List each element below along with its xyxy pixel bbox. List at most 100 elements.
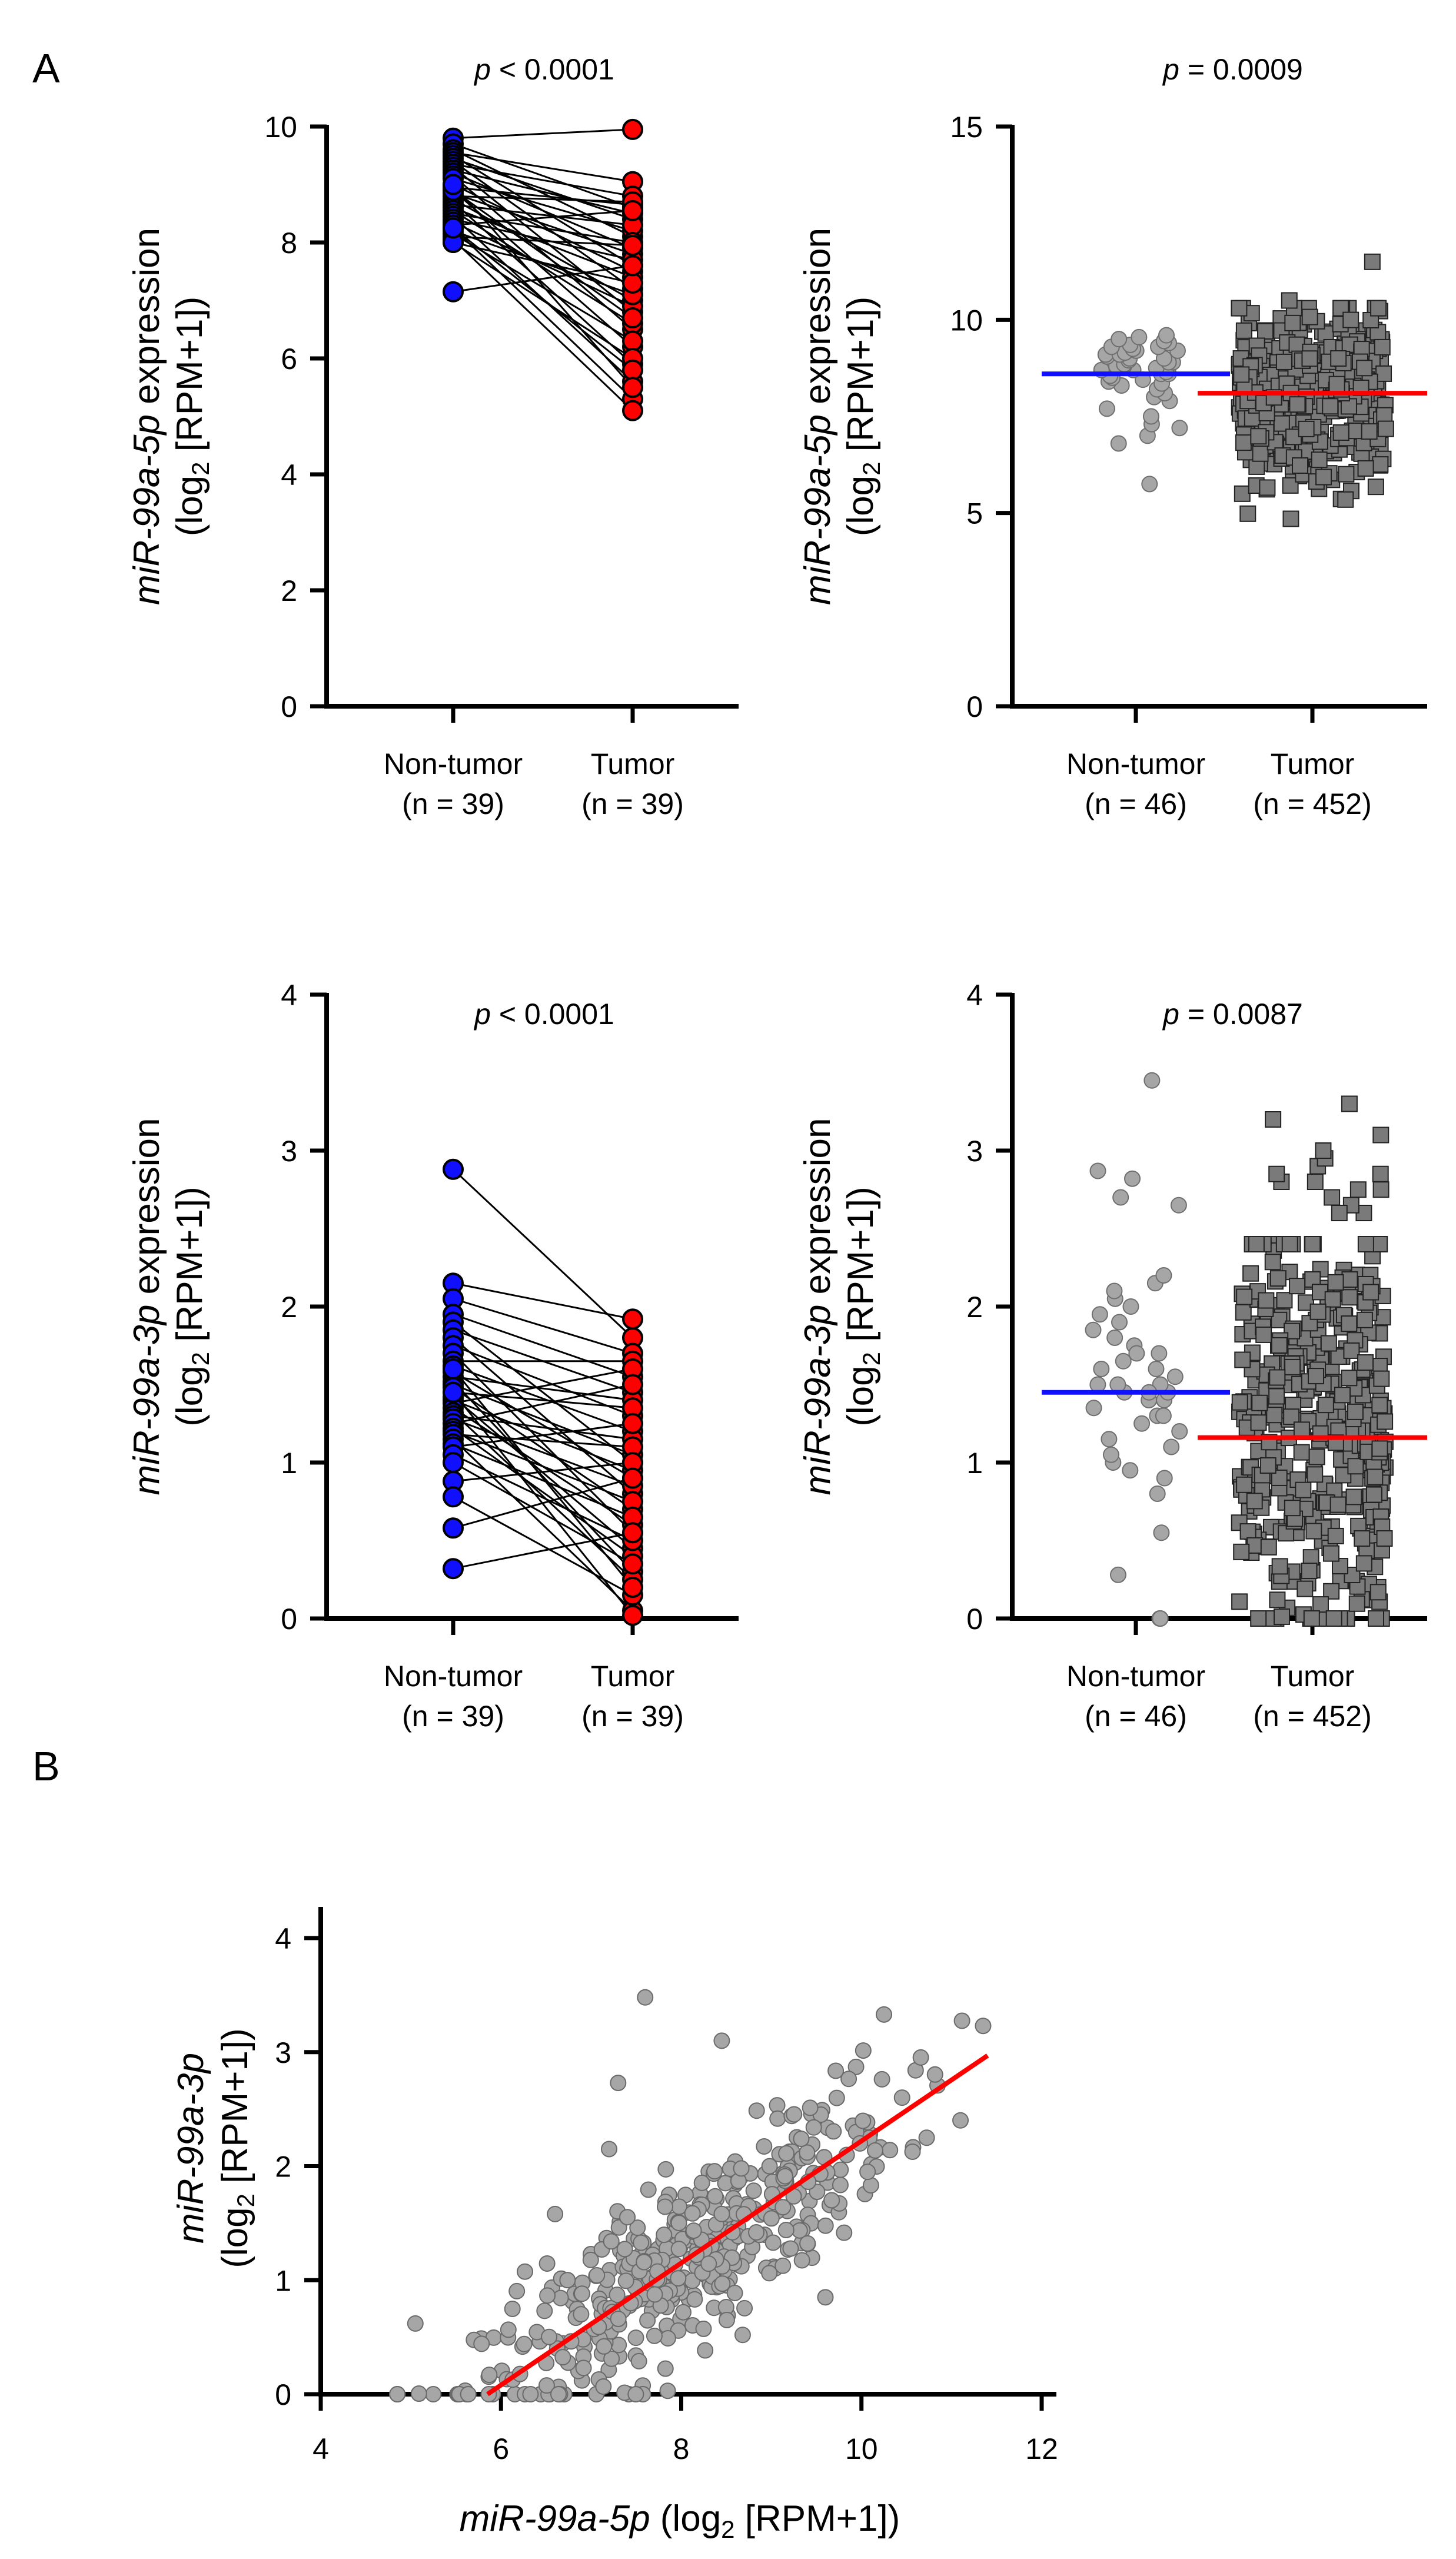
b-point [541,2328,558,2345]
a2-tumor-point [1250,428,1267,445]
a4-nontumor-point [1106,1330,1123,1346]
b-point [776,2168,793,2185]
b-point [823,2192,840,2209]
a4-tumor-point [1236,1288,1253,1305]
a4-tumor-point [1372,1165,1389,1182]
a4-tumor-point [1349,1181,1367,1198]
b-point [410,2385,427,2402]
a1-ytick-label: 2 [281,574,297,607]
b-point [674,2304,692,2321]
a4-tumor-point [1309,1303,1327,1320]
a4-tumor-point [1334,1387,1351,1404]
a1-tumor-point [622,255,643,277]
a3-nontumor-point [443,1452,464,1473]
b-point [817,2217,834,2234]
a4-nontumor-point [1124,1170,1141,1187]
b-point [659,2330,676,2347]
a3-pair-line [453,1384,633,1425]
a3-pair-line [453,1321,633,1464]
a1-ytick-label: 8 [281,227,297,260]
a4-nontumor-point [1171,1423,1188,1440]
a2-category-n: (n = 46) [1085,787,1187,820]
a4-tumor-point [1369,1584,1387,1601]
a3-category-label: Tumor [591,1660,675,1693]
a4-tumor-point [1365,1486,1382,1503]
a4-tumor-point [1293,1444,1310,1461]
a4-tumor-point [1269,1591,1286,1608]
a2-nontumor-point [1111,331,1128,348]
a4-nontumor-point [1133,1415,1151,1432]
b-point [657,2161,674,2178]
a2-ytick-label: 15 [950,111,983,144]
b-point [670,2215,687,2232]
a4-tumor-point [1312,1596,1329,1613]
a3-pair-line [453,1344,633,1417]
a2-title: p = 0.0009 [1162,53,1303,86]
b-point [659,2382,676,2400]
a4-category-label: Tumor [1271,1660,1355,1693]
a4-tumor-point [1307,1466,1324,1483]
a2-nontumor-point [1141,476,1158,493]
b-point [706,2163,723,2180]
b-point [627,2386,644,2402]
a1-category-label: Non-tumor [384,747,523,780]
a2-tumor-point [1337,491,1354,508]
chart-a4-strip-3p: 0 1 2 3 4 Non-tumor (n = 46) Tumor (n = 452) p = … [797,979,1427,1733]
a4-tumor-point [1308,1448,1325,1465]
a4-nontumor-point [1106,1282,1123,1300]
a4-tumor-point [1357,1354,1374,1371]
b-point [538,2255,556,2272]
a1-nontumor-point [443,174,464,195]
a3-pair-line [453,1433,633,1448]
a1-pair-line [453,210,633,226]
a4-tumor-point [1295,1481,1312,1498]
b-point [610,2075,627,2092]
a3-nontumor-point [443,1558,464,1580]
a4-tumor-point [1297,1580,1314,1597]
a4-tumor-point [1372,1126,1389,1144]
a3-ytick-label: 4 [281,979,297,1012]
b-point [805,2119,822,2136]
a4-nontumor-point [1122,1298,1139,1315]
a4-tumor-point [1362,1284,1379,1301]
b-point [697,2342,714,2359]
b-point [763,2210,780,2227]
a2-tumor-point [1364,253,1381,270]
a4-tumor-point [1284,1358,1301,1375]
b-point [953,2012,970,2029]
b-point [603,2350,620,2367]
b-point [828,2089,845,2106]
b-point [559,2272,576,2289]
a1-pair-line [453,218,633,261]
a4-tumor-point [1308,1368,1325,1385]
a3-tumor-point [622,1604,643,1626]
a4-tumor-point [1250,1610,1267,1627]
b-point [500,2321,517,2338]
a2-tumor-point [1367,478,1384,496]
b-point [656,2226,673,2244]
a4-tumor-point [1341,1289,1358,1306]
a2-ytick-label: 10 [950,304,983,337]
b-ytick-label: 3 [275,2036,291,2069]
b-point [575,2359,592,2377]
a3-pair-line [452,1368,634,1588]
b-point [595,2378,612,2395]
a4-tumor-point [1341,1095,1358,1112]
a3-category-label: Non-tumor [384,1660,523,1693]
b-point [882,2142,899,2159]
a3-pair-line [452,1168,634,1339]
a3-tumor-point [622,1467,643,1489]
a3-pair-line [452,1438,634,1611]
a4-nontumor-point [1089,1162,1106,1179]
b-point [609,2287,626,2304]
a4-nontumor-point [1149,1485,1166,1502]
a3-pair-line [453,1531,633,1570]
b-point [639,2312,656,2329]
b-ylabel-line1: miR-99a-3p [171,2053,211,2244]
b-point [726,2285,743,2302]
a1-pair-line [453,157,633,221]
a4-nontumor-point [1101,1431,1118,1448]
a1-title: p < 0.0001 [473,53,614,86]
a3-pair-line [453,1443,633,1518]
b-xtick-label: 4 [313,2432,329,2465]
